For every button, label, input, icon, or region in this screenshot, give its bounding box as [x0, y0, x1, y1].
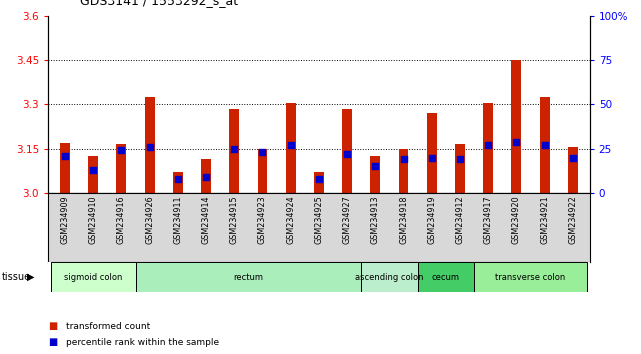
- Point: [399, 156, 409, 162]
- Point: [568, 155, 578, 160]
- Text: ▶: ▶: [27, 272, 35, 282]
- Text: GSM234909: GSM234909: [60, 195, 69, 244]
- Bar: [483, 103, 493, 193]
- Point: [116, 148, 126, 153]
- Point: [313, 176, 324, 182]
- Text: GSM234918: GSM234918: [399, 195, 408, 244]
- Point: [455, 156, 465, 162]
- Bar: [474, 262, 587, 292]
- Bar: [342, 109, 352, 193]
- Bar: [173, 172, 183, 193]
- Text: GSM234924: GSM234924: [286, 195, 296, 244]
- Text: GSM234921: GSM234921: [540, 195, 549, 244]
- Bar: [117, 144, 126, 193]
- Text: GSM234927: GSM234927: [342, 195, 352, 244]
- Text: GSM234917: GSM234917: [484, 195, 493, 244]
- Bar: [512, 60, 521, 193]
- Text: sigmoid colon: sigmoid colon: [64, 273, 122, 282]
- Text: GSM234911: GSM234911: [173, 195, 182, 244]
- Text: GSM234925: GSM234925: [314, 195, 324, 244]
- Point: [60, 153, 70, 159]
- Text: GSM234913: GSM234913: [371, 195, 380, 244]
- Text: GSM234915: GSM234915: [229, 195, 238, 244]
- Bar: [229, 109, 239, 193]
- Text: GSM234912: GSM234912: [456, 195, 465, 244]
- Bar: [286, 103, 296, 193]
- Bar: [145, 97, 154, 193]
- Point: [540, 142, 550, 148]
- Text: ■: ■: [48, 337, 57, 347]
- Text: tissue: tissue: [1, 272, 30, 282]
- Text: GDS3141 / 1553292_s_at: GDS3141 / 1553292_s_at: [80, 0, 238, 7]
- Text: GSM234914: GSM234914: [201, 195, 210, 244]
- Bar: [362, 262, 418, 292]
- Bar: [455, 144, 465, 193]
- Point: [257, 149, 267, 155]
- Point: [370, 164, 381, 169]
- Bar: [51, 262, 135, 292]
- Text: GSM234919: GSM234919: [428, 195, 437, 244]
- Text: ■: ■: [48, 321, 57, 331]
- Bar: [201, 159, 211, 193]
- Text: ascending colon: ascending colon: [355, 273, 424, 282]
- Point: [483, 142, 494, 148]
- Text: GSM234926: GSM234926: [145, 195, 154, 244]
- Bar: [399, 149, 408, 193]
- Point: [342, 151, 353, 157]
- Text: transverse colon: transverse colon: [495, 273, 565, 282]
- Bar: [258, 149, 267, 193]
- Point: [172, 176, 183, 182]
- Text: cecum: cecum: [432, 273, 460, 282]
- Text: transformed count: transformed count: [66, 322, 150, 331]
- Bar: [135, 262, 362, 292]
- Point: [229, 146, 239, 152]
- Point: [285, 142, 296, 148]
- Text: GSM234922: GSM234922: [569, 195, 578, 244]
- Bar: [540, 97, 549, 193]
- Text: GSM234920: GSM234920: [512, 195, 521, 244]
- Text: GSM234910: GSM234910: [88, 195, 97, 244]
- Text: GSM234916: GSM234916: [117, 195, 126, 244]
- Point: [88, 167, 98, 173]
- Bar: [418, 262, 474, 292]
- Bar: [370, 156, 380, 193]
- Bar: [568, 147, 578, 193]
- Point: [512, 139, 522, 144]
- Text: GSM234923: GSM234923: [258, 195, 267, 244]
- Point: [427, 155, 437, 160]
- Text: percentile rank within the sample: percentile rank within the sample: [66, 338, 219, 347]
- Text: rectum: rectum: [233, 273, 263, 282]
- Bar: [60, 143, 70, 193]
- Point: [201, 174, 211, 180]
- Point: [144, 144, 154, 150]
- Bar: [88, 156, 98, 193]
- Bar: [427, 113, 437, 193]
- Bar: [314, 172, 324, 193]
